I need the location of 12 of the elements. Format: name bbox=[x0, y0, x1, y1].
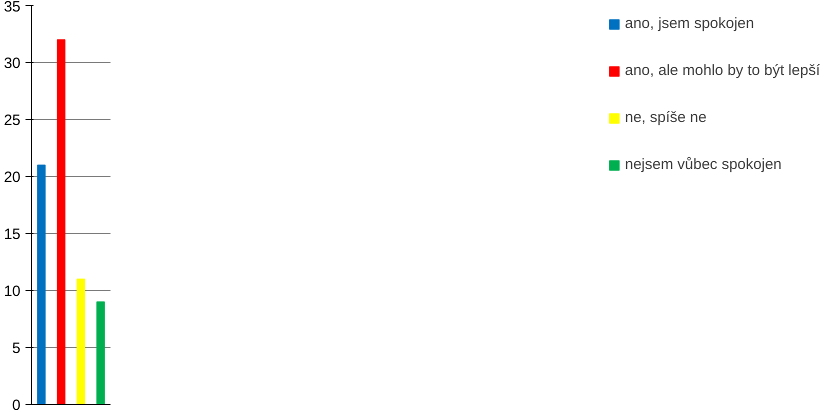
legend-label: ano, jsem spokojen bbox=[624, 15, 754, 32]
legend-label: ne, spíše ne bbox=[624, 109, 707, 126]
y-tick-label: 10 bbox=[4, 283, 21, 300]
y-tick-label: 20 bbox=[4, 169, 21, 186]
y-tick-label: 5 bbox=[12, 340, 20, 357]
y-tick-label: 35 bbox=[4, 0, 21, 16]
y-tick-label: 25 bbox=[4, 112, 21, 129]
y-tick-label: 30 bbox=[4, 55, 21, 72]
legend-label: ano, ale mohlo by to být lepší bbox=[624, 62, 820, 79]
legend-label: nejsem vůbec spokojen bbox=[624, 156, 782, 173]
y-tick-label: 15 bbox=[4, 226, 21, 243]
y-tick-label: 0 bbox=[12, 397, 20, 414]
